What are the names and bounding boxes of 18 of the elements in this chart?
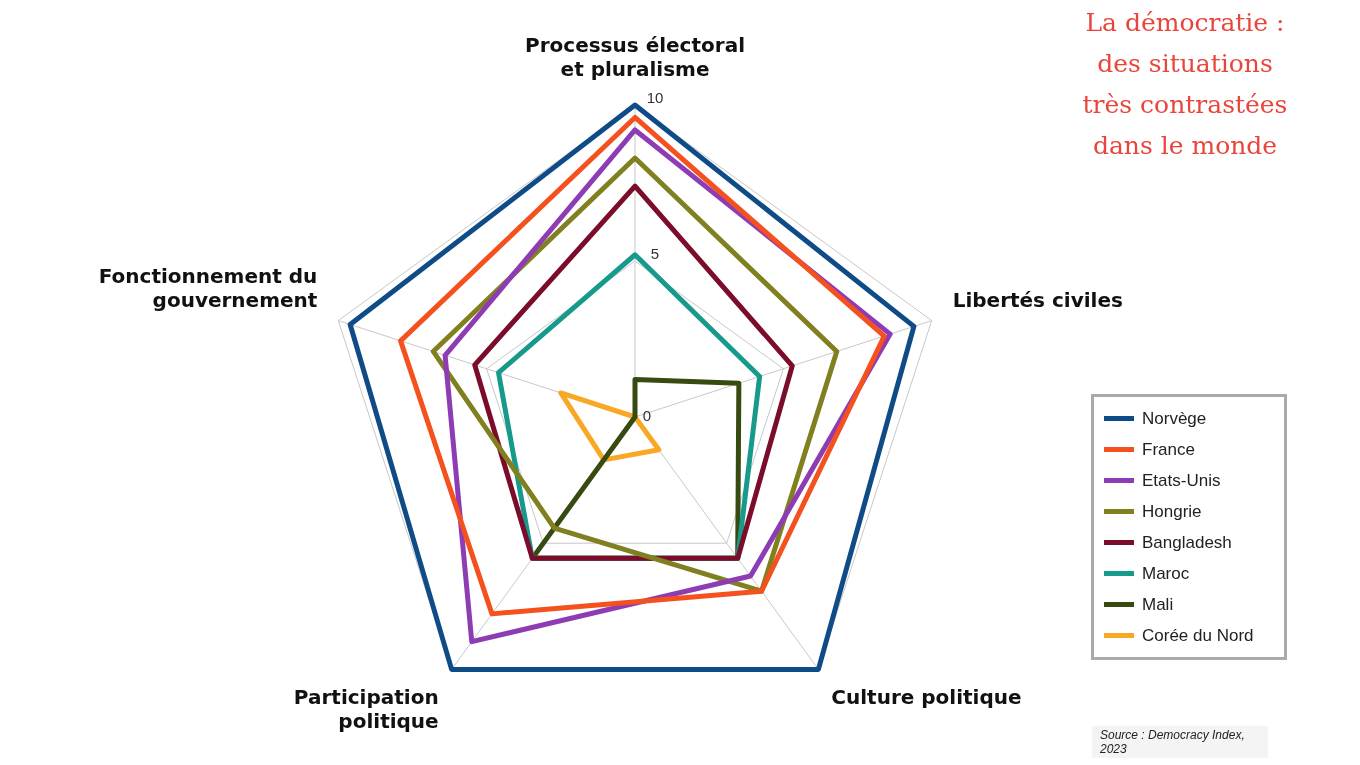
legend-label: Mali	[1142, 594, 1174, 615]
legend-label: Bangladesh	[1142, 532, 1232, 553]
spoke-label: Processus électoral et pluralisme	[525, 33, 745, 82]
y-tick-label: 10	[646, 89, 664, 107]
y-tick-label: 5	[650, 245, 660, 263]
spoke-label: Fonctionnement du gouvernement	[98, 263, 318, 312]
legend-label: Corée du Nord	[1142, 625, 1254, 646]
y-tick-label: 0	[642, 407, 652, 425]
legend-label: France	[1142, 439, 1195, 460]
legend-label: Maroc	[1142, 563, 1190, 584]
spoke-label: Libertés civiles	[952, 287, 1123, 312]
legend-label: Etats-Unis	[1142, 470, 1221, 491]
spoke-label: Culture politique	[831, 685, 1022, 710]
legend-label: Hongrie	[1142, 501, 1202, 522]
spoke-label: Participation politique	[293, 685, 439, 734]
legend-label: Norvège	[1142, 408, 1207, 429]
source-note: Source : Democracy Index, 2023	[1092, 726, 1268, 758]
text: La démocratie : des situations très contrastées dans le monde	[1081, 7, 1289, 162]
